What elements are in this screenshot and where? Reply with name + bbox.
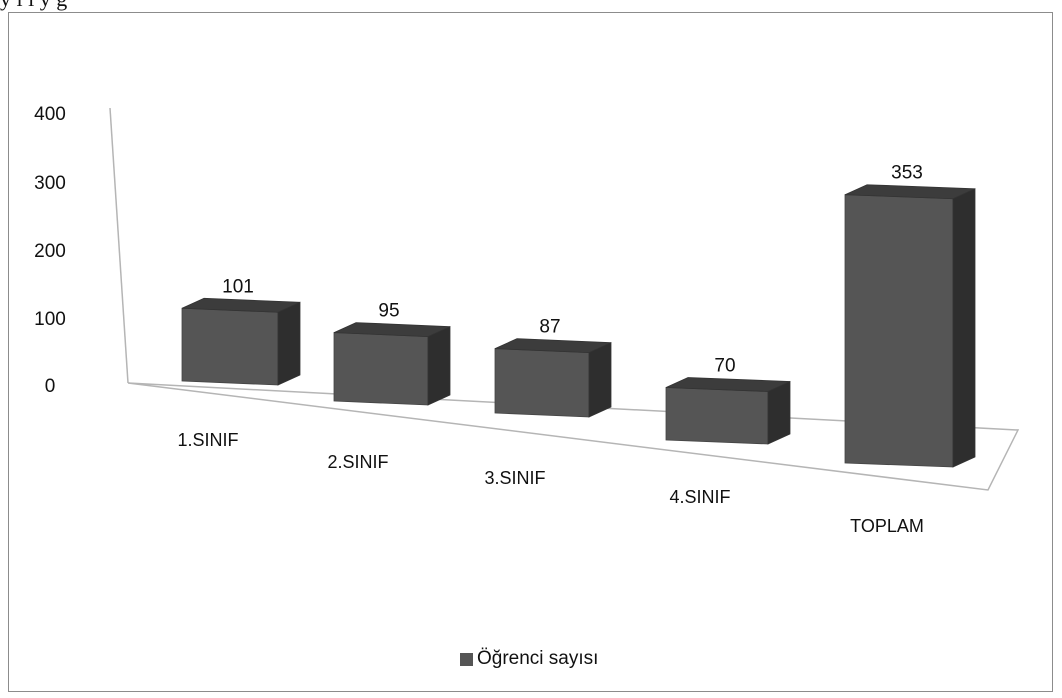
y-tick-label: 0 [45, 376, 56, 397]
bar-top [494, 338, 612, 354]
bar-front [181, 307, 279, 386]
bar-side [588, 341, 612, 418]
legend-label: Öğrenci sayısı [477, 648, 599, 669]
y-tick-label: 200 [34, 241, 66, 262]
legend: Öğrenci sayısı [460, 648, 598, 670]
bar-top [333, 322, 451, 338]
bar-top [181, 297, 301, 313]
y-tick-label: 400 [34, 104, 66, 125]
bar-top [665, 377, 791, 392]
data-label: 87 [539, 317, 560, 338]
bar-front [844, 194, 954, 468]
y-tick-label: 300 [34, 173, 66, 194]
x-category-label: 3.SINIF [484, 468, 545, 488]
y-tick-label: 100 [34, 309, 66, 330]
x-category-label: 4.SINIF [669, 487, 730, 507]
bar-front [665, 387, 769, 445]
x-category-label: TOPLAM [850, 516, 924, 536]
x-category-label: 2.SINIF [327, 452, 388, 472]
top-caption: y ı ı y g [0, 0, 67, 12]
y-axis-wall [109, 107, 129, 384]
bar-top [844, 184, 976, 200]
bar-side [767, 380, 791, 445]
data-label: 95 [378, 301, 399, 322]
data-label: 70 [714, 356, 735, 377]
data-label: 101 [222, 276, 254, 297]
x-category-label: 1.SINIF [177, 430, 238, 450]
data-label: 353 [891, 163, 923, 184]
bar-front [333, 332, 429, 406]
bar-side [427, 325, 451, 406]
bar-side [277, 301, 301, 386]
legend-swatch [460, 652, 473, 666]
bar-side [952, 188, 976, 468]
bar-front [494, 348, 590, 418]
